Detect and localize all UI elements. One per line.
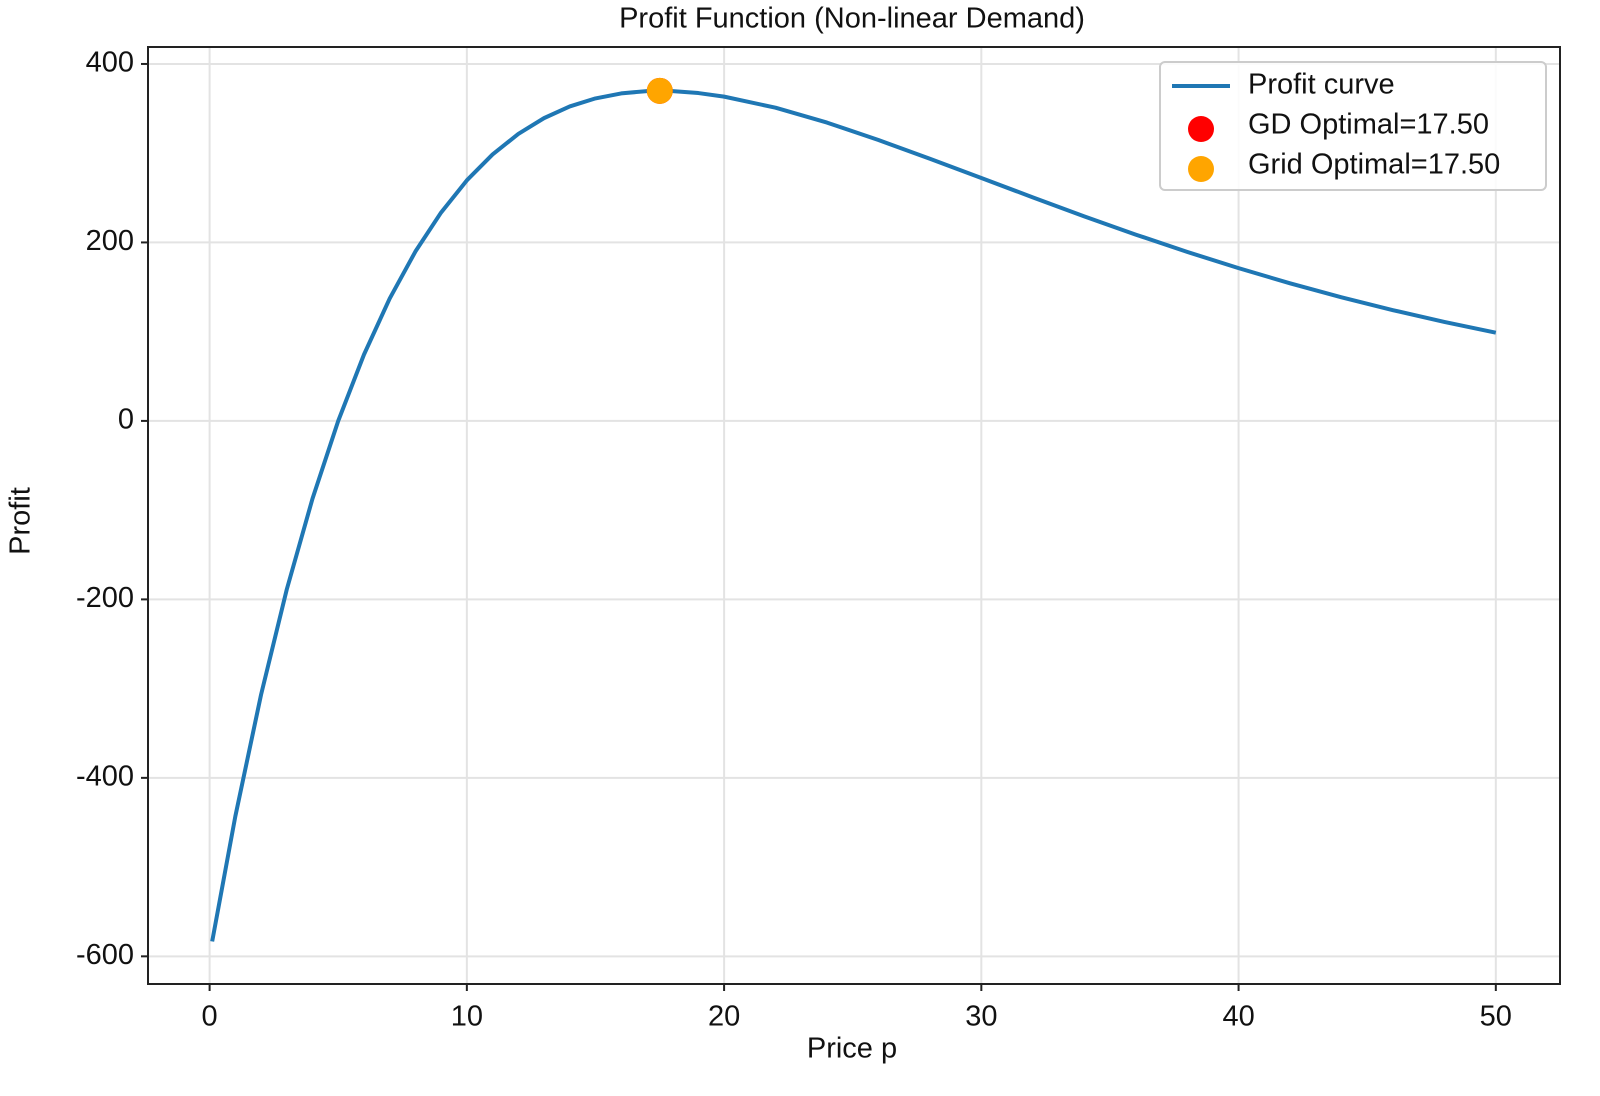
legend-handle: [1188, 156, 1214, 182]
optimal-point: [646, 77, 673, 104]
x-tick-label: 0: [202, 1001, 218, 1033]
legend-label: Profit curve: [1248, 69, 1395, 101]
x-tick-label: 10: [451, 1001, 483, 1033]
x-axis-label: Price p: [807, 1033, 897, 1065]
y-tick-label: -200: [76, 582, 134, 614]
y-tick-label: 200: [86, 225, 134, 257]
plot-frame: [147, 46, 1561, 985]
x-tick-label: 40: [1222, 1001, 1254, 1033]
chart-title: Profit Function (Non-linear Demand): [619, 3, 1085, 35]
legend-handle: [1188, 116, 1214, 142]
legend-label: GD Optimal=17.50: [1248, 109, 1489, 141]
y-tick-label: -400: [76, 761, 134, 793]
y-tick-label: 0: [118, 404, 134, 436]
y-tick-label: -600: [76, 939, 134, 971]
profit-curve: [210, 89, 1497, 942]
legend-box: [1159, 61, 1547, 191]
y-axis-label: Profit: [5, 487, 37, 555]
y-tick-label: 400: [86, 47, 134, 79]
x-tick-label: 50: [1480, 1001, 1512, 1033]
x-tick-label: 20: [708, 1001, 740, 1033]
legend-label: Grid Optimal=17.50: [1248, 149, 1500, 181]
x-tick-label: 30: [965, 1001, 997, 1033]
